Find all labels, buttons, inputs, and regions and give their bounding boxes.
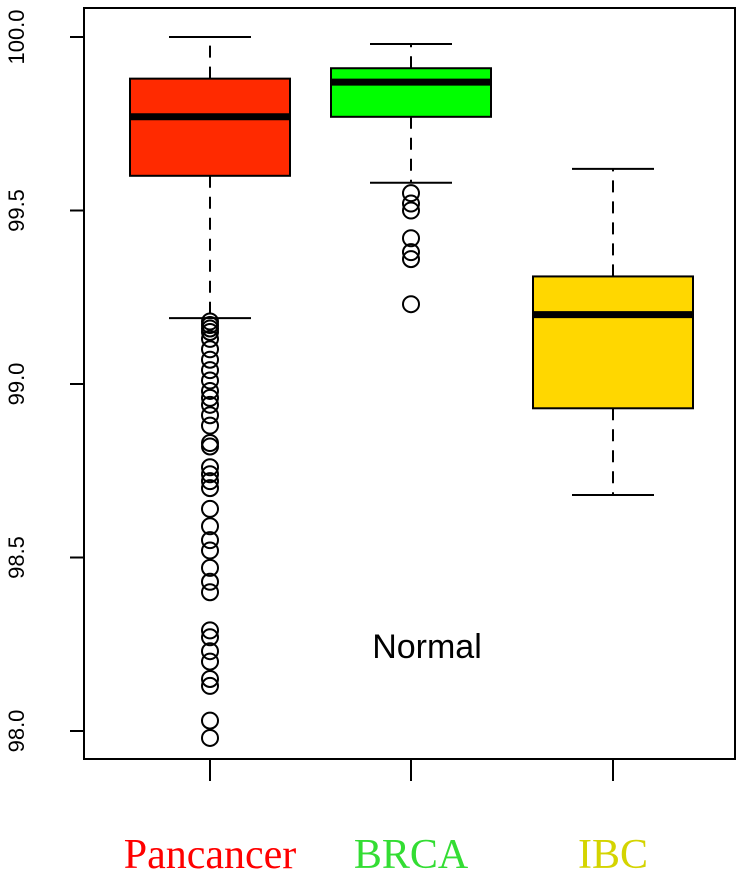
y-axis: 98.0 98.5 99.0 99.5 100.0: [4, 9, 85, 753]
x-axis: [209, 758, 614, 781]
outlier-point: [201, 572, 219, 591]
y-tick-label: 100.0: [4, 9, 29, 64]
outlier-point: [201, 458, 219, 477]
iqr-box: [330, 67, 492, 118]
outlier-point: [402, 201, 420, 220]
y-tick-label: 98.5: [4, 536, 29, 579]
iqr-box: [129, 77, 291, 177]
y-tick-label: 99.5: [4, 189, 29, 232]
outlier-point: [402, 243, 420, 262]
outlier-point: [201, 350, 219, 369]
outlier-point: [201, 652, 219, 671]
outlier-point: [201, 517, 219, 536]
outlier-point: [201, 437, 219, 456]
outlier-point: [201, 669, 219, 688]
box-ibc: [532, 167, 694, 497]
outlier-point: [402, 295, 420, 314]
outlier-point: [201, 322, 219, 341]
box-groups: [129, 36, 694, 747]
outlier-point: [201, 676, 219, 695]
group-label-brca: BRCA: [354, 832, 469, 878]
group-labels: Pancancer BRCA IBC: [124, 832, 648, 878]
outlier-point: [201, 416, 219, 435]
outlier-point: [201, 340, 219, 359]
outlier-point: [201, 541, 219, 560]
group-label-ibc: IBC: [578, 832, 648, 878]
outlier-point: [402, 250, 420, 269]
outlier-point: [201, 621, 219, 640]
outlier-point: [201, 395, 219, 414]
outlier-point: [201, 465, 219, 484]
outlier-point: [201, 711, 219, 730]
group-label-pancancer: Pancancer: [124, 832, 297, 878]
outlier-point: [201, 558, 219, 577]
normal-annotation: Normal: [372, 628, 482, 666]
outlier-point: [201, 388, 219, 407]
iqr-box: [532, 275, 694, 410]
y-tick-label: 98.0: [4, 710, 29, 753]
outlier-point: [201, 472, 219, 491]
outlier-point: [201, 406, 219, 425]
outlier-point: [201, 728, 219, 747]
outlier-point: [201, 381, 219, 400]
y-tick-label: 99.0: [4, 363, 29, 406]
box-brca: [330, 42, 492, 314]
outlier-point: [201, 499, 219, 518]
box-pancancer: [129, 36, 291, 747]
outlier-point: [201, 531, 219, 550]
outlier-point: [402, 184, 420, 203]
outlier-point: [201, 433, 219, 452]
outlier-point: [201, 479, 219, 498]
outlier-point: [201, 583, 219, 602]
outlier-point: [201, 361, 219, 380]
outlier-point: [201, 642, 219, 661]
outlier-point: [402, 229, 420, 248]
outlier-point: [201, 329, 219, 348]
outlier-point: [402, 194, 420, 213]
outlier-point: [201, 628, 219, 647]
outlier-point: [201, 371, 219, 390]
